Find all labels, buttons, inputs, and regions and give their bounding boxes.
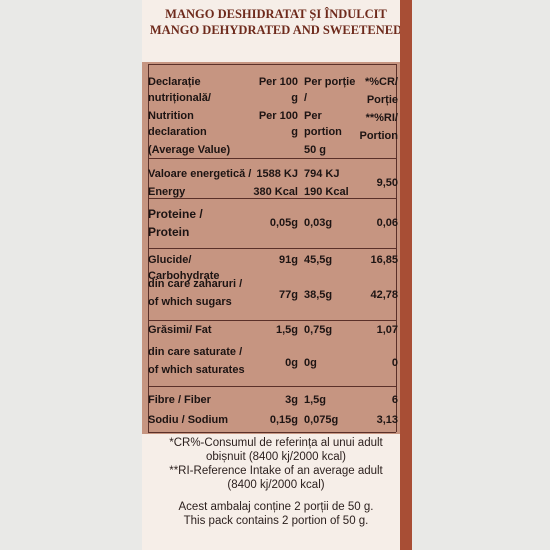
- value-portion: 38,5g: [304, 289, 333, 301]
- footnote-line: Acest ambalaj conține 2 porții de 50 g.: [178, 501, 374, 513]
- header-cell: 50 g: [304, 144, 327, 156]
- value-portion: 0,03g: [304, 217, 333, 229]
- value-per100: 77g: [279, 289, 298, 301]
- header-cell: Porție: [366, 94, 398, 106]
- header-cell: Portion: [359, 130, 399, 142]
- footnotes: *CR%-Consumul de referința al unui adult…: [142, 436, 410, 528]
- value-pct: 9,50: [376, 177, 398, 189]
- table-border-left: [148, 64, 149, 432]
- value-portion: 45,5g: [304, 254, 333, 266]
- nutrient-name: Grăsimi/ Fat: [148, 324, 212, 336]
- footnote-line: **RI-Reference Intake of an average adul…: [169, 465, 383, 477]
- header-cell: Per 100 g: [258, 76, 298, 104]
- product-name-ro: MANGO DESHIDRATAT ȘI ÎNDULCIT: [165, 7, 387, 21]
- nutrient-name: din care zaharuri /: [148, 278, 243, 290]
- value-per100: 1,5g: [275, 324, 298, 336]
- value-portion: 0,075g: [304, 414, 339, 426]
- footnote-line: (8400 kj/2000 kcal): [227, 479, 325, 491]
- value-per100: 3g: [285, 394, 298, 406]
- row-divider: [148, 320, 396, 321]
- value-pct: 1,07: [376, 324, 398, 336]
- nutrient-name: din care saturate /: [148, 346, 243, 358]
- value-portion: 190 Kcal: [304, 186, 349, 198]
- header-cell: (Average Value): [148, 144, 231, 156]
- header-cell: **%RI/: [365, 112, 398, 124]
- header-cell: Nutrition declaration: [148, 110, 207, 138]
- value-pct: 3,13: [376, 414, 398, 426]
- footnote-line: *CR%-Consumul de referința al unui adult: [169, 437, 383, 449]
- nutrient-name: Proteine /: [148, 207, 203, 221]
- value-portion: 794 KJ: [304, 168, 340, 180]
- value-portion: 0,75g: [304, 324, 333, 336]
- nutrient-name: Energy: [148, 186, 186, 198]
- nutrient-name: of which sugars: [148, 296, 232, 308]
- package-edge: [400, 0, 412, 550]
- row-divider: [148, 158, 396, 159]
- label-photo: MANGO DESHIDRATAT ȘI ÎNDULCIT MANGO DEHY…: [142, 0, 410, 550]
- value-pct: 42,78: [370, 289, 398, 301]
- nutrient-name: Fibre / Fiber: [148, 394, 211, 406]
- row-divider: [148, 198, 396, 199]
- nutrient-name: Glucide/ Carbohydrate: [148, 254, 220, 282]
- nutrient-name: Valoare energetică /: [148, 168, 252, 180]
- value-per100: 91g: [279, 254, 298, 266]
- header-cell: Declarație nutrițională/: [148, 76, 211, 104]
- header-cell: Per 100 g: [258, 110, 298, 138]
- header-cell: *%CR/: [364, 76, 398, 88]
- row-divider: [148, 386, 396, 387]
- value-pct: 6: [391, 394, 398, 406]
- table-border-top: [148, 64, 396, 65]
- row-divider: [148, 248, 396, 249]
- nutrient-name: Sodiu / Sodium: [148, 414, 229, 426]
- value-per100: 0,05g: [269, 217, 298, 229]
- table-border-bottom: [148, 432, 396, 433]
- value-per100: 0,15g: [269, 414, 298, 426]
- footnote-line: obișnuit (8400 kj/2000 kcal): [206, 451, 346, 463]
- value-pct: 0: [391, 357, 398, 369]
- table-border-right: [396, 64, 397, 432]
- value-pct: 0,06: [376, 217, 398, 229]
- value-per100: 0g: [285, 357, 298, 369]
- value-per100: 380 Kcal: [253, 186, 298, 198]
- product-header: MANGO DESHIDRATAT ȘI ÎNDULCIT MANGO DEHY…: [142, 0, 410, 54]
- product-name-en: MANGO DEHYDRATED AND SWEETENED: [149, 23, 403, 37]
- value-per100: 1588 KJ: [256, 168, 298, 180]
- value-portion: 0g: [304, 357, 317, 369]
- value-pct: 16,85: [370, 254, 398, 266]
- header-cell: Per porție /: [304, 76, 356, 104]
- footnote-line: This pack contains 2 portion of 50 g.: [183, 515, 369, 527]
- nutrient-name: of which saturates: [148, 364, 245, 376]
- value-portion: 1,5g: [304, 394, 327, 406]
- header-cell: Per portion: [304, 110, 342, 138]
- nutrient-name: Protein: [148, 225, 190, 239]
